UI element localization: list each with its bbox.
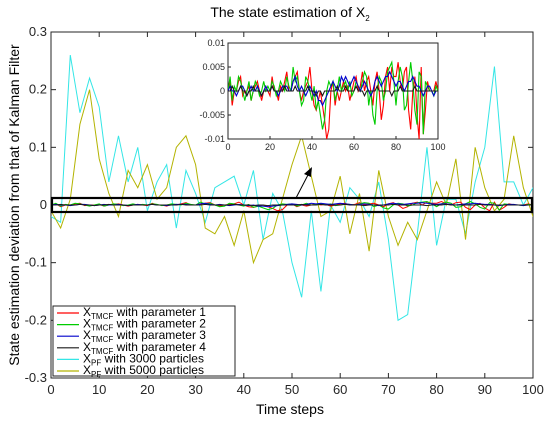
inset-y-tick-label: -0.005 — [199, 110, 225, 120]
inset-series-line-4 — [228, 84, 438, 98]
inset-x-tick-label: 80 — [391, 142, 401, 152]
series-line-6 — [51, 89, 533, 265]
x-tick-label: 50 — [285, 382, 299, 397]
y-tick-label: -0.3 — [25, 370, 47, 385]
y-tick-label: 0.2 — [29, 82, 47, 97]
y-tick-label: 0 — [40, 197, 47, 212]
legend-entry-label: XTMCF with parameter 1 — [83, 305, 206, 321]
inset-y-tick-label: -0.01 — [204, 134, 225, 144]
x-tick-label: 60 — [333, 382, 347, 397]
legend-entry-label: XTMCF with parameter 3 — [83, 328, 206, 344]
inset-y-tick-label: 0.005 — [202, 62, 225, 72]
inset-y-tick-label: 0.01 — [207, 38, 225, 48]
x-tick-label: 30 — [188, 382, 202, 397]
x-tick-label: 10 — [92, 382, 106, 397]
y-tick-label: 0.1 — [29, 139, 47, 154]
x-tick-label: 40 — [237, 382, 251, 397]
x-tick-label: 0 — [47, 382, 54, 397]
y-tick-label: -0.1 — [25, 255, 47, 270]
x-tick-label: 20 — [140, 382, 154, 397]
zoom-arrow-line — [295, 172, 310, 199]
x-tick-label: 80 — [429, 382, 443, 397]
inset-x-tick-label: 0 — [225, 142, 230, 152]
zoom-arrow-head — [304, 167, 312, 177]
inset-series-group — [228, 60, 438, 139]
y-tick-label: -0.2 — [25, 312, 47, 327]
x-tick-label: 70 — [381, 382, 395, 397]
x-tick-label: 90 — [478, 382, 492, 397]
legend-entry-label: XPF with 5000 particles — [83, 363, 204, 379]
inset-x-tick-label: 20 — [265, 142, 275, 152]
inset-x-tick-label: 60 — [349, 142, 359, 152]
x-tick-label: 100 — [522, 382, 544, 397]
y-axis-label: State estimation deviation from that of … — [6, 44, 22, 366]
legend-entry-label: XPF with 3000 particles — [83, 351, 204, 367]
series-line-4 — [51, 203, 533, 207]
inset-x-tick-label: 40 — [307, 142, 317, 152]
series-line-5 — [51, 54, 533, 322]
legend-entry-label: XTMCF with parameter 2 — [83, 317, 206, 333]
x-axis-label: Time steps — [256, 401, 324, 417]
inset-x-tick-label: 100 — [430, 142, 445, 152]
legend-box — [52, 305, 236, 377]
y-tick-label: 0.3 — [29, 24, 47, 39]
chart-title: The state estimation of X2 — [210, 4, 370, 23]
zoom-region-box — [50, 196, 534, 214]
legend-entry-label: XTMCF with parameter 4 — [83, 340, 206, 356]
series-group — [51, 54, 533, 322]
inset-y-tick-label: 0 — [220, 86, 225, 96]
